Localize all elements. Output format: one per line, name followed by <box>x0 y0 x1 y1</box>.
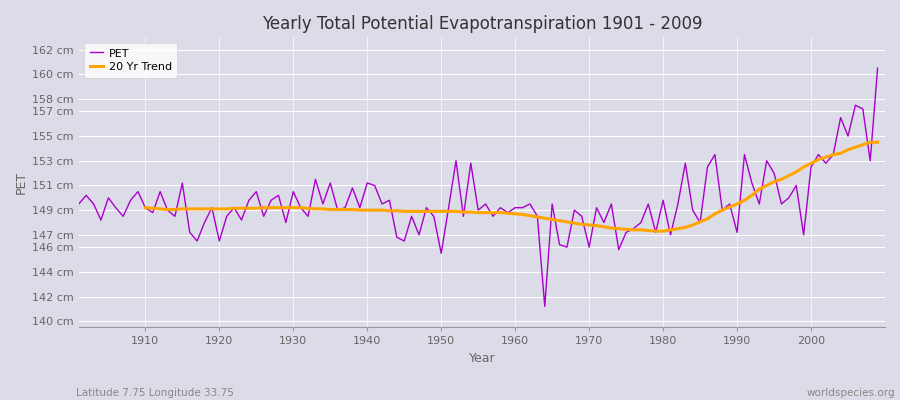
20 Yr Trend <box>651 229 661 234</box>
Title: Yearly Total Potential Evapotranspiration 1901 - 2009: Yearly Total Potential Evapotranspiratio… <box>262 15 702 33</box>
PET <box>539 304 550 309</box>
20 Yr Trend <box>518 212 528 217</box>
20 Yr Trend <box>821 155 832 160</box>
20 Yr Trend <box>576 222 587 227</box>
PET <box>502 210 513 215</box>
20 Yr Trend <box>865 140 876 145</box>
PET <box>509 205 520 210</box>
PET <box>74 202 85 206</box>
PET <box>295 205 306 210</box>
20 Yr Trend <box>281 205 292 210</box>
X-axis label: Year: Year <box>469 352 495 365</box>
Legend: PET, 20 Yr Trend: PET, 20 Yr Trend <box>85 43 177 78</box>
20 Yr Trend <box>842 147 853 152</box>
20 Yr Trend <box>872 140 883 145</box>
Line: PET: PET <box>79 68 878 306</box>
PET <box>606 202 616 206</box>
Line: 20 Yr Trend: 20 Yr Trend <box>145 142 877 231</box>
PET <box>132 189 143 194</box>
PET <box>872 66 883 70</box>
Text: Latitude 7.75 Longitude 33.75: Latitude 7.75 Longitude 33.75 <box>76 388 234 398</box>
PET <box>339 205 350 210</box>
Y-axis label: PET: PET <box>15 171 28 194</box>
20 Yr Trend <box>310 206 321 211</box>
20 Yr Trend <box>140 205 150 210</box>
Text: worldspecies.org: worldspecies.org <box>807 388 896 398</box>
